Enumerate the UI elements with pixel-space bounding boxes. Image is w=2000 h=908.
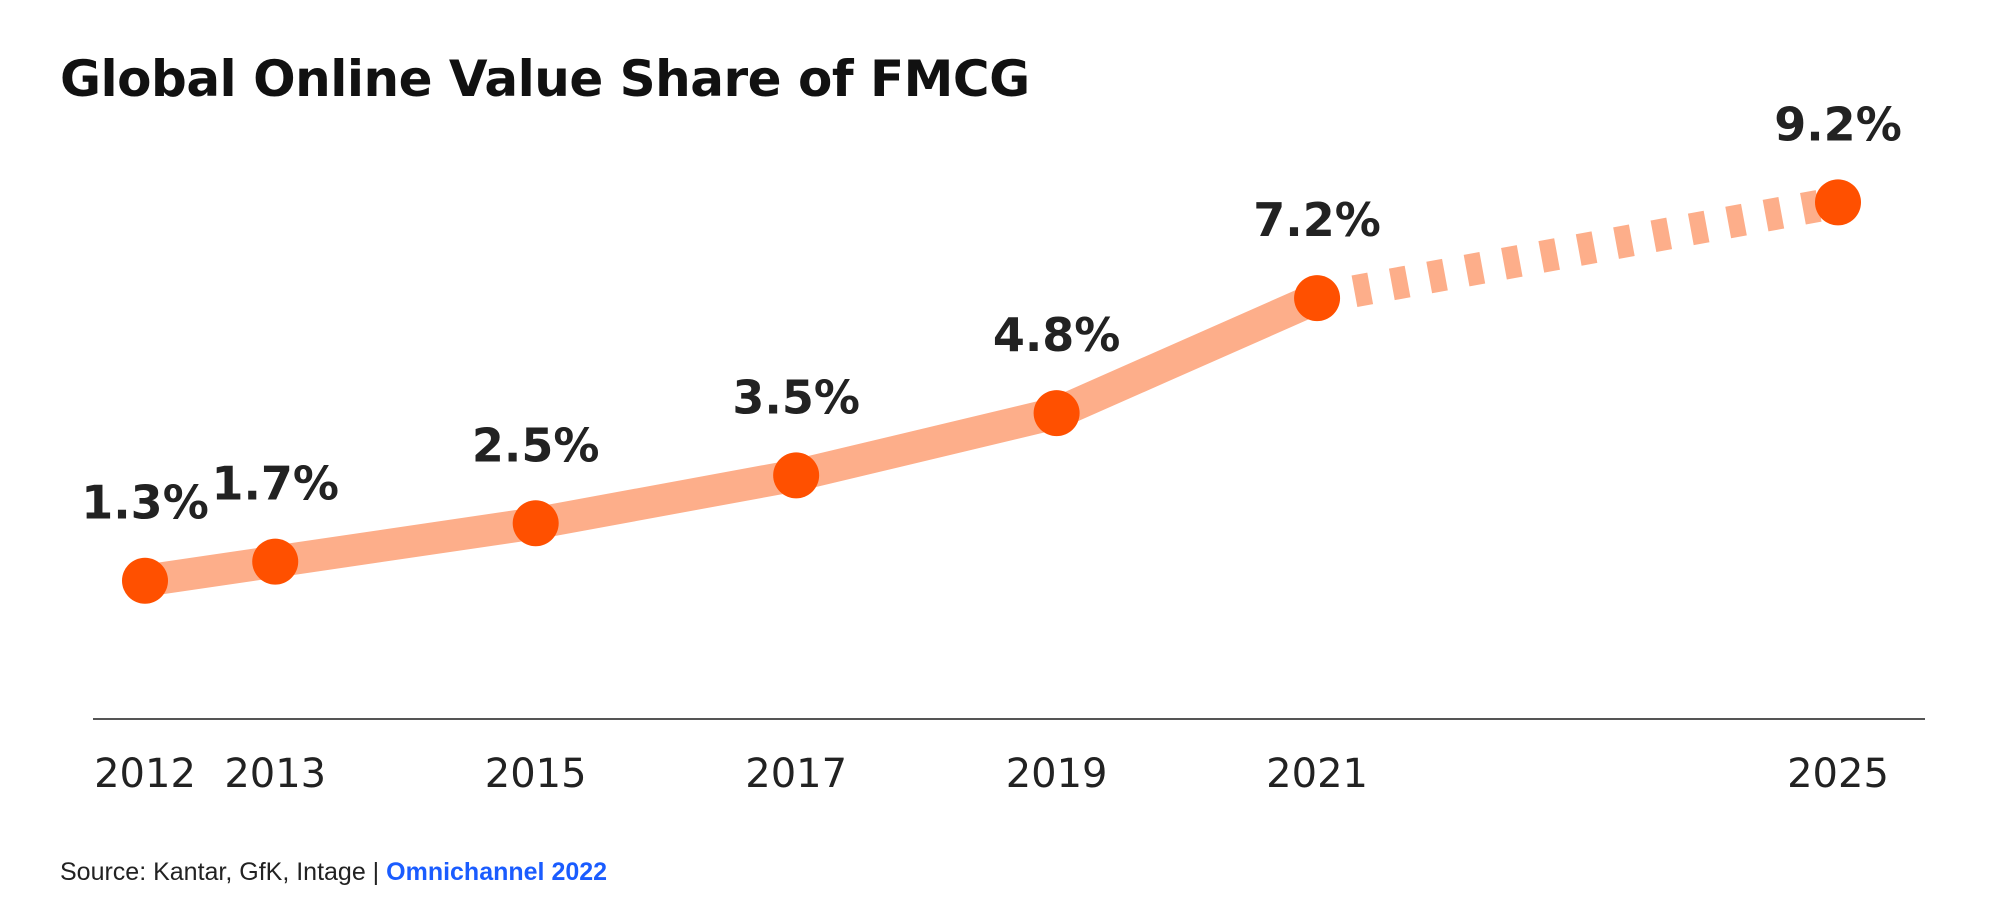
x-tick-label-2017: 2017 xyxy=(745,751,847,797)
source-line: Source: Kantar, GfK, Intage | Omnichanne… xyxy=(60,858,607,887)
data-label-2025: 9.2% xyxy=(1774,97,1902,151)
projection-line xyxy=(1314,186,1841,314)
data-point-2021 xyxy=(1294,275,1341,322)
omnichannel-link[interactable]: Omnichannel 2022 xyxy=(386,858,608,886)
source-text: Source: Kantar, GfK, Intage | xyxy=(60,858,380,886)
data-label-2021: 7.2% xyxy=(1253,193,1381,247)
x-tick-label-2012: 2012 xyxy=(94,751,196,797)
data-point-2019 xyxy=(1033,390,1080,437)
chart-title: Global Online Value Share of FMCG xyxy=(60,50,1030,108)
x-tick-label-2013: 2013 xyxy=(224,751,326,797)
data-label-2017: 3.5% xyxy=(732,370,860,424)
data-label-2013: 1.7% xyxy=(211,457,339,511)
data-point-2013 xyxy=(252,538,299,585)
data-label-2015: 2.5% xyxy=(472,418,600,472)
data-point-2017 xyxy=(773,452,820,499)
data-label-2012: 1.3% xyxy=(81,476,209,530)
x-tick-label-2021: 2021 xyxy=(1266,751,1368,797)
x-tick-label-2025: 2025 xyxy=(1787,751,1889,797)
x-tick-label-2019: 2019 xyxy=(1006,751,1108,797)
data-point-2012 xyxy=(122,557,168,604)
data-label-2019: 4.8% xyxy=(993,308,1121,362)
series-line xyxy=(129,282,1334,597)
data-point-2015 xyxy=(512,500,559,547)
x-tick-label-2015: 2015 xyxy=(485,751,587,797)
data-point-2025 xyxy=(1815,179,1861,226)
